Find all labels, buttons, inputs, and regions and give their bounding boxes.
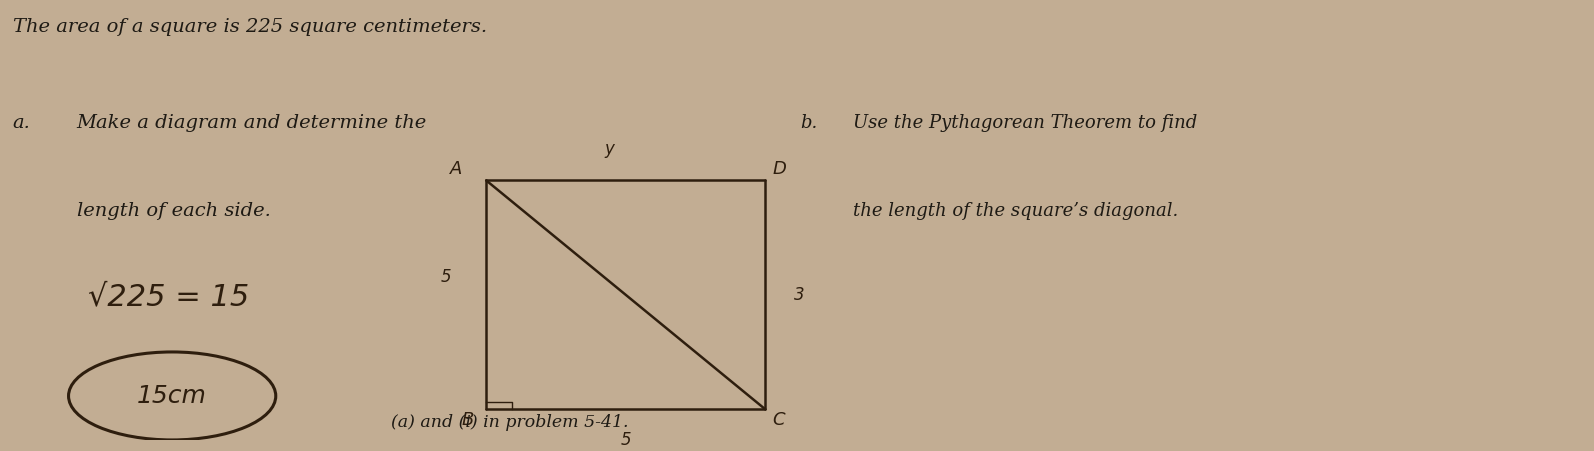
Text: D: D: [771, 160, 786, 178]
Text: √225 = 15: √225 = 15: [88, 282, 249, 312]
Text: (a) and (i) in problem 5-41.: (a) and (i) in problem 5-41.: [391, 414, 628, 431]
Text: 5: 5: [620, 431, 631, 449]
Text: 15cm: 15cm: [137, 384, 207, 408]
Text: b.: b.: [800, 115, 818, 133]
Text: Make a diagram and determine the: Make a diagram and determine the: [77, 115, 427, 133]
Text: A: A: [450, 160, 462, 178]
Text: Use the Pythagorean Theorem to find: Use the Pythagorean Theorem to find: [853, 115, 1197, 133]
Text: 5: 5: [440, 268, 451, 286]
Text: length of each side.: length of each side.: [77, 202, 271, 221]
Text: a.: a.: [13, 115, 30, 133]
Text: 3: 3: [794, 286, 805, 304]
Text: y: y: [604, 140, 615, 158]
Text: The area of a square is 225 square centimeters.: The area of a square is 225 square centi…: [13, 18, 486, 36]
Text: C: C: [771, 411, 784, 429]
Text: the length of the square’s diagonal.: the length of the square’s diagonal.: [853, 202, 1178, 221]
Text: B: B: [462, 411, 475, 429]
